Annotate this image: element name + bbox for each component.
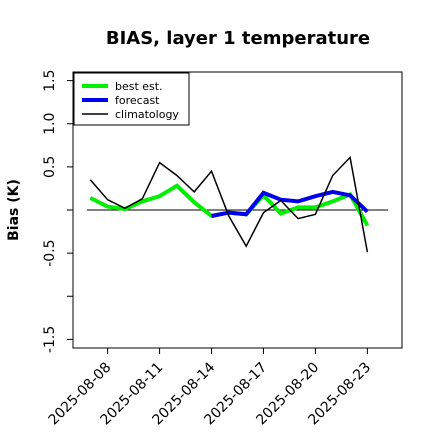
- y-tick-label: 1.5: [42, 69, 58, 91]
- series-line-forecast: [211, 189, 369, 218]
- legend-label-forecast: forecast: [115, 94, 160, 107]
- y-tick-label: 0.5: [42, 156, 58, 178]
- legend-label-best-est: best est.: [115, 80, 163, 93]
- y-tick-label: -1.5: [42, 326, 58, 353]
- chart-title: BIAS, layer 1 temperature: [106, 28, 370, 49]
- legend-label-climatology: climatology: [115, 108, 179, 121]
- y-axis-label: Bias (K): [6, 179, 22, 241]
- y-tick-label: -0.5: [42, 239, 58, 266]
- y-tick-label: 1.0: [42, 113, 58, 135]
- series-line-climatology: [89, 155, 369, 253]
